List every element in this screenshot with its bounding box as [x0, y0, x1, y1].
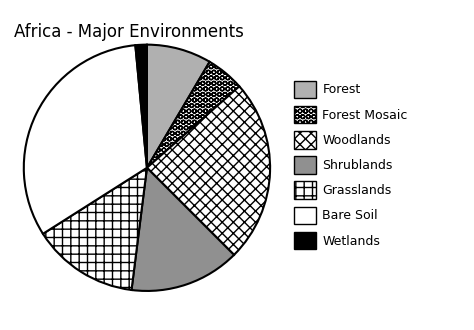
Text: Africa - Major Environments: Africa - Major Environments — [14, 23, 244, 41]
Wedge shape — [147, 62, 239, 168]
Wedge shape — [147, 45, 210, 168]
Wedge shape — [24, 45, 147, 234]
Legend: Forest, Forest Mosaic, Woodlands, Shrublands, Grasslands, Bare Soil, Wetlands: Forest, Forest Mosaic, Woodlands, Shrubl… — [291, 78, 410, 252]
Wedge shape — [131, 168, 234, 291]
Wedge shape — [43, 168, 147, 290]
Wedge shape — [147, 86, 270, 255]
Wedge shape — [136, 45, 147, 168]
